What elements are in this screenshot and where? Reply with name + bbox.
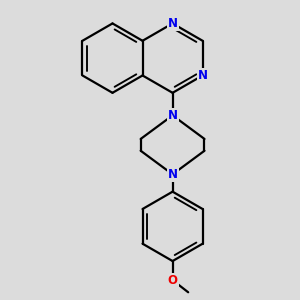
Text: N: N [168,109,178,122]
Text: O: O [168,274,178,286]
Text: N: N [168,17,178,30]
Text: N: N [198,69,208,82]
Text: N: N [168,168,178,181]
